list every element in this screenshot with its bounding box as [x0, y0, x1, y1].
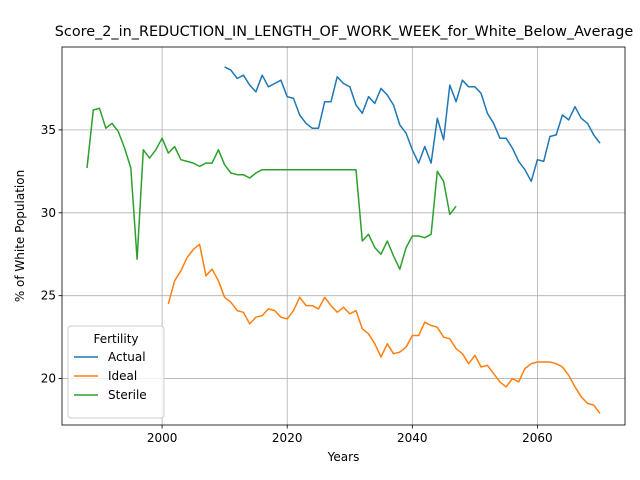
x-tick-label: 2020: [272, 431, 303, 445]
legend-label: Ideal: [108, 369, 137, 383]
series-line-ideal: [167, 243, 601, 414]
series-line-sterile: [86, 107, 457, 270]
x-tick-label: 2040: [397, 431, 428, 445]
axis-ticks: 2000 2020 2040 2060 20 25 30 35: [41, 123, 553, 445]
x-tick-label: 2000: [147, 431, 178, 445]
x-axis-label: Years: [327, 450, 360, 464]
y-axis-label: % of White Population: [13, 170, 27, 302]
x-tick-label: 2060: [522, 431, 553, 445]
y-tick-label: 35: [41, 123, 56, 137]
plot-frame: [61, 46, 626, 426]
y-tick-label: 30: [41, 206, 56, 220]
legend-title: Fertility: [93, 332, 138, 346]
series-line-actual: [224, 66, 601, 183]
y-tick-label: 20: [41, 372, 56, 386]
series-lines: [86, 66, 601, 414]
legend-label: Sterile: [108, 388, 147, 402]
legend: Fertility Actual Ideal Sterile: [67, 325, 165, 419]
y-tick-label: 25: [41, 289, 56, 303]
chart-title: Score_2_in_REDUCTION_IN_LENGTH_OF_WORK_W…: [55, 24, 634, 40]
legend-label: Actual: [108, 350, 146, 364]
